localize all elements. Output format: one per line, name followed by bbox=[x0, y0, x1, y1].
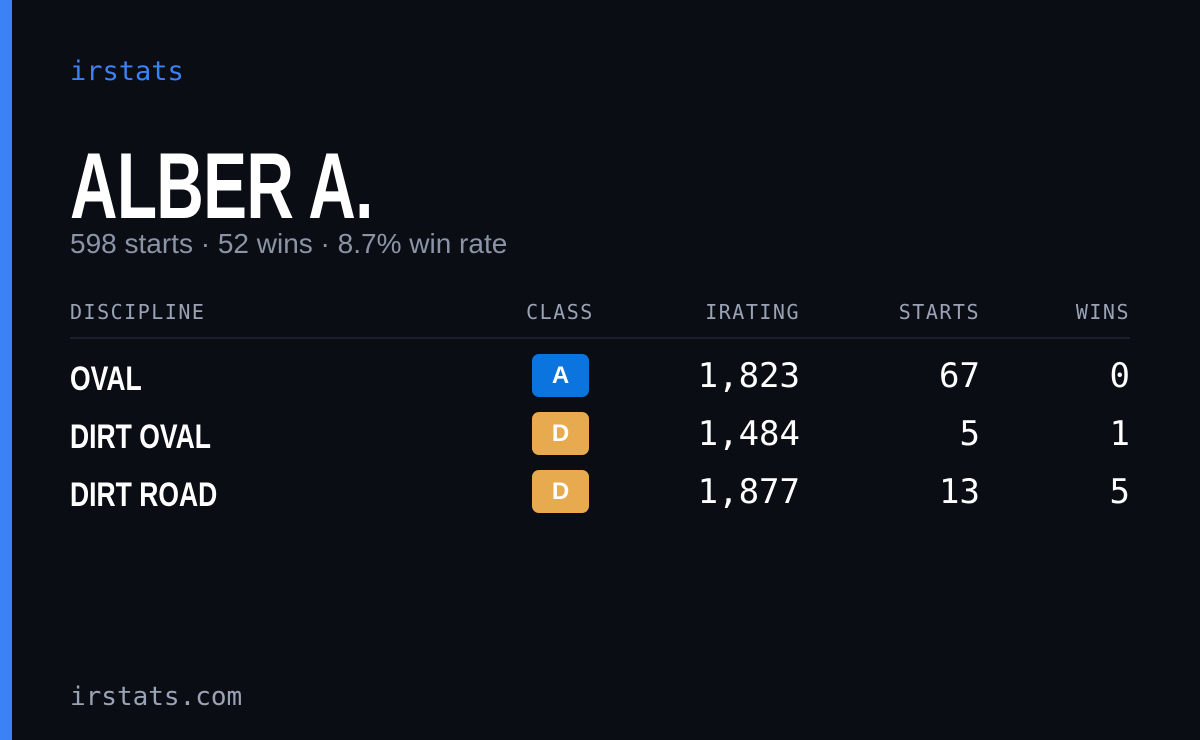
footer: irstats.com bbox=[70, 682, 243, 712]
header-rule bbox=[70, 337, 1130, 339]
discipline: DIRT OVAL bbox=[70, 418, 211, 456]
driver-name: ALBER A. bbox=[70, 133, 373, 238]
discipline: DIRT ROAD bbox=[70, 476, 218, 514]
column-header: IRATING bbox=[705, 300, 800, 324]
starts: 67 bbox=[939, 356, 980, 396]
irating: 1,484 bbox=[697, 414, 800, 454]
class-badge: A bbox=[532, 354, 589, 397]
class-badge: D bbox=[532, 470, 589, 513]
column-header: DISCIPLINE bbox=[70, 300, 206, 324]
column-header: STARTS bbox=[898, 300, 980, 324]
discipline: OVAL bbox=[70, 360, 142, 398]
starts: 5 bbox=[959, 414, 980, 454]
column-header: WINS bbox=[1075, 300, 1130, 324]
brand: irstats bbox=[70, 56, 184, 87]
starts: 13 bbox=[939, 472, 980, 512]
accent-bar bbox=[0, 0, 12, 740]
wins: 0 bbox=[1109, 356, 1130, 396]
wins: 1 bbox=[1109, 414, 1130, 454]
column-header: CLASS bbox=[526, 300, 594, 324]
irating: 1,877 bbox=[697, 472, 800, 512]
class-badge: D bbox=[532, 412, 589, 455]
irating: 1,823 bbox=[697, 356, 800, 396]
driver-summary: 598 starts · 52 wins · 8.7% win rate bbox=[70, 228, 508, 259]
wins: 5 bbox=[1109, 472, 1130, 512]
